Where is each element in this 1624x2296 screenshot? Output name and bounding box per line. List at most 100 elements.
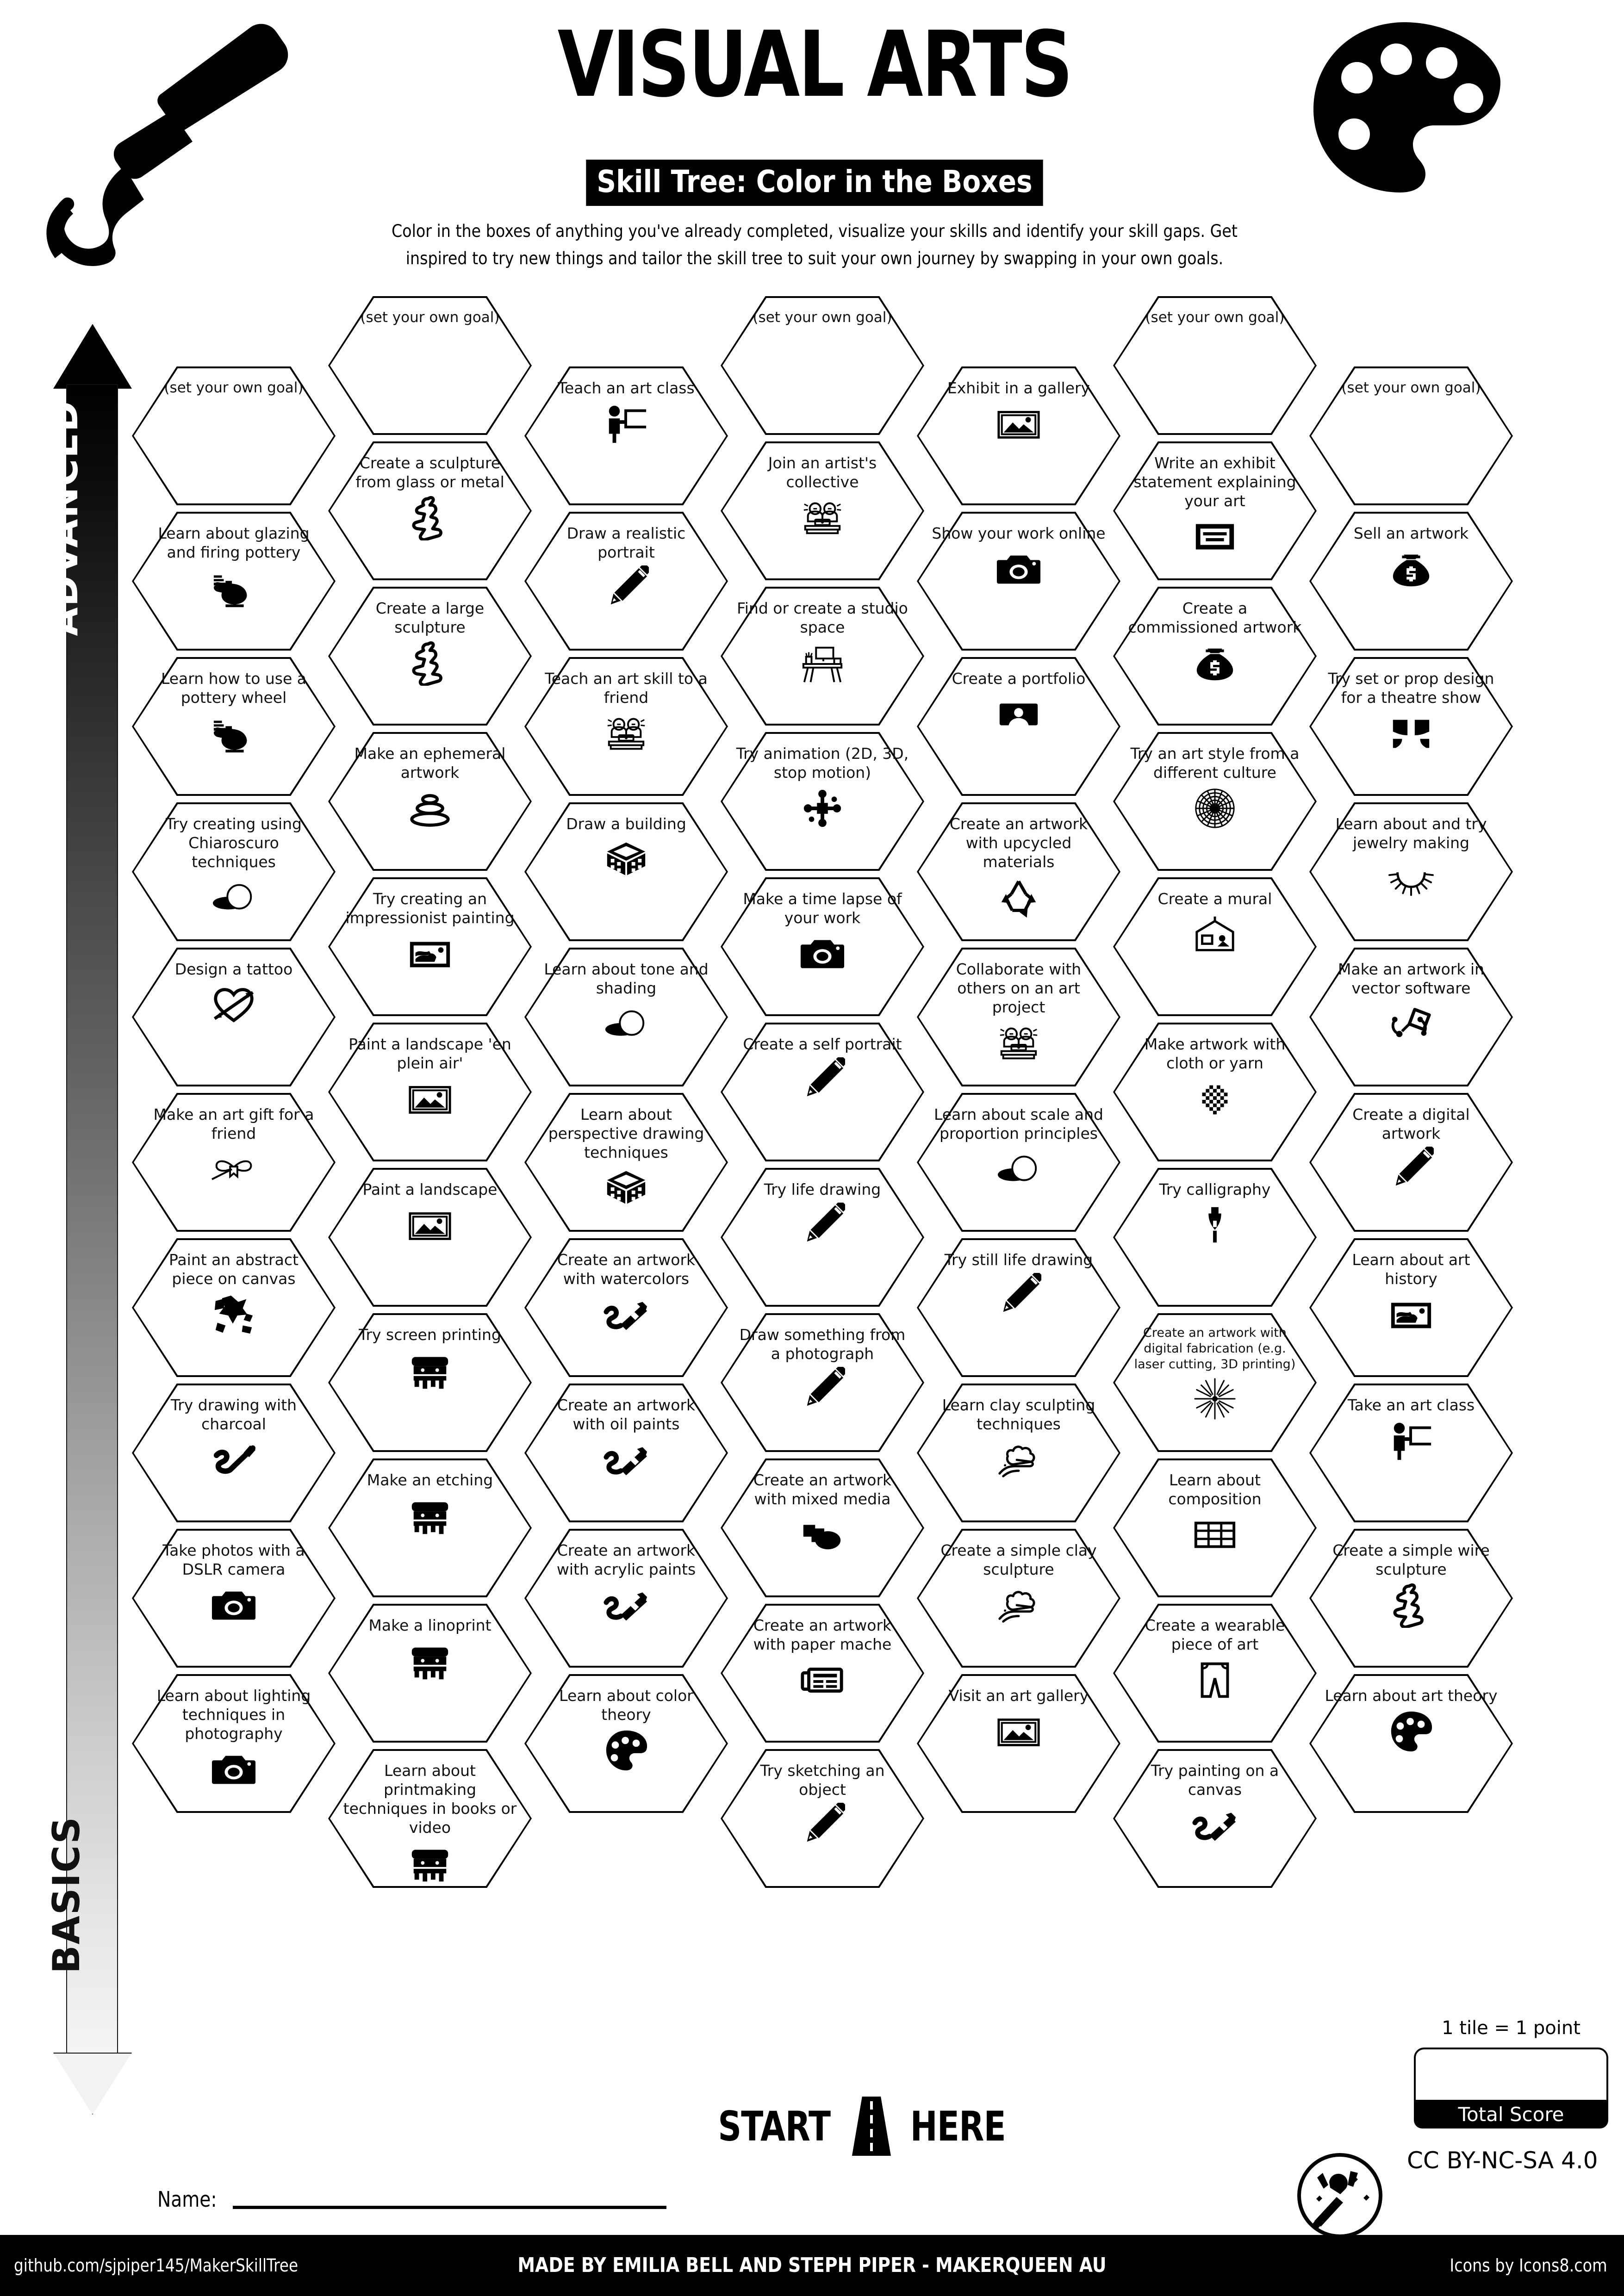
clay-hand-icon (996, 1582, 1041, 1628)
skill-tile[interactable]: Try painting on a canvas (1113, 1749, 1317, 1888)
skill-tile[interactable]: Draw a building (524, 802, 728, 941)
skill-tile[interactable]: Join an artist's collective (721, 441, 924, 580)
skill-tile[interactable]: Teach an art skill to a friend (524, 657, 728, 796)
tile-label: Create an artwork with paper mache (753, 1616, 892, 1653)
skill-tile[interactable]: Paint a landscape (328, 1168, 532, 1307)
skill-tile[interactable]: Take photos with a DSLR camera (132, 1529, 336, 1668)
skill-tile[interactable]: Learn about art theory (1309, 1674, 1513, 1813)
landscape-frame-icon (407, 1076, 453, 1122)
tattoo-heart-icon (211, 982, 256, 1028)
skill-tile[interactable]: Create a digital artwork (1309, 1093, 1513, 1232)
skill-tile[interactable]: Create a self portrait (721, 1023, 924, 1161)
skill-tile[interactable]: Make artwork with cloth or yarn (1113, 1023, 1317, 1161)
tile-body: Find or create a studio space (721, 587, 924, 726)
skill-tile[interactable]: Create an artwork with acrylic paints (524, 1529, 728, 1668)
skill-tile[interactable]: (set your own goal) (132, 366, 336, 505)
tile-body: Learn about perspective drawing techniqu… (524, 1093, 728, 1232)
skill-tile[interactable]: Create a mural (1113, 877, 1317, 1016)
tile-label: Learn about and try jewelry making (1335, 815, 1487, 852)
skill-tile[interactable]: Show your work online (917, 512, 1120, 651)
skill-tile[interactable]: Make an art gift for a friend (132, 1093, 336, 1232)
skill-tile[interactable]: Paint an abstract piece on canvas (132, 1238, 336, 1377)
skill-tile[interactable]: Make an ephemeral artwork (328, 732, 532, 871)
mural-wall-icon (1192, 912, 1238, 957)
skill-tile[interactable]: Try drawing with charcoal (132, 1384, 336, 1522)
skill-tile[interactable]: Draw something from a photograph (721, 1313, 924, 1452)
skill-tile[interactable]: Create a simple wire sculpture (1309, 1529, 1513, 1668)
hexagon-fill (722, 1606, 922, 1741)
skill-tile[interactable]: Learn about art history (1309, 1238, 1513, 1377)
skill-tile[interactable]: Write an exhibit statement explaining yo… (1113, 441, 1317, 580)
skill-tile[interactable]: Make a linoprint (328, 1604, 532, 1743)
tile-body: Create a self portrait (721, 1023, 924, 1161)
skill-tile[interactable]: Try animation (2D, 3D, stop motion) (721, 732, 924, 871)
skill-tile[interactable]: Try set or prop design for a theatre sho… (1309, 657, 1513, 796)
skill-tile[interactable]: Learn about glazing and firing pottery (132, 512, 336, 651)
skill-tile[interactable]: Collaborate with others on an art projec… (917, 948, 1120, 1086)
skill-tile[interactable]: Learn about printmaking techniques in bo… (328, 1749, 532, 1888)
skill-tile[interactable]: Learn about perspective drawing techniqu… (524, 1093, 728, 1232)
skill-tile[interactable]: Take an art class (1309, 1384, 1513, 1522)
tile-body: Make a linoprint (328, 1604, 532, 1743)
skill-tile[interactable]: Make a time lapse of your work (721, 877, 924, 1016)
skill-tile[interactable]: Create an artwork with oil paints (524, 1384, 728, 1522)
skill-tile[interactable]: Create a sculpture from glass or metal (328, 441, 532, 580)
skill-tile[interactable]: Learn about composition (1113, 1458, 1317, 1597)
tile-goal-placeholder: (set your own goal) (360, 309, 500, 326)
skill-tile[interactable]: Learn about lighting techniques in photo… (132, 1674, 336, 1813)
skill-tile[interactable]: Find or create a studio space (721, 587, 924, 726)
skill-tile[interactable]: Exhibit in a gallery (917, 366, 1120, 505)
pencil-icon (800, 1367, 845, 1412)
skill-tile[interactable]: (set your own goal) (328, 296, 532, 435)
tile-body: Try painting on a canvas (1113, 1749, 1317, 1888)
skill-tile[interactable]: Try life drawing (721, 1168, 924, 1307)
name-input-line[interactable] (233, 2205, 666, 2209)
skill-tile[interactable]: Create an artwork with mixed media (721, 1458, 924, 1597)
skill-tile[interactable]: (set your own goal) (1309, 366, 1513, 505)
subtitle-wrap: Skill Tree: Color in the Boxes (407, 160, 1222, 206)
skill-tile[interactable]: Visit an art gallery (917, 1674, 1120, 1813)
skill-tile[interactable]: Try still life drawing (917, 1238, 1120, 1377)
tile-body: Try creating an impressionist painting (328, 877, 532, 1016)
skill-tile[interactable]: Sell an artwork (1309, 512, 1513, 651)
tile-label: Show your work online (932, 524, 1106, 542)
skill-tile[interactable]: Try calligraphy (1113, 1168, 1317, 1307)
skill-tile[interactable]: Try creating using Chiaroscuro technique… (132, 802, 336, 941)
hexagon-fill (919, 1385, 1119, 1520)
skill-tile[interactable]: Create a portfolio (917, 657, 1120, 796)
skill-tile[interactable]: Learn how to use a pottery wheel (132, 657, 336, 796)
skill-tile[interactable]: Create a commissioned artwork (1113, 587, 1317, 726)
footer-icons-credit[interactable]: Icons by Icons8.com (1450, 2255, 1607, 2276)
skill-tile[interactable]: Draw a realistic portrait (524, 512, 728, 651)
paintbrush-stroke-icon (1192, 1803, 1238, 1848)
skill-tile[interactable]: Try sketching an object (721, 1749, 924, 1888)
skill-tile[interactable]: Learn about color theory (524, 1674, 728, 1813)
skill-tile[interactable]: Create an artwork with upcycled material… (917, 802, 1120, 941)
skill-tile[interactable]: Teach an art class (524, 366, 728, 505)
skill-tile[interactable]: Create an artwork with watercolors (524, 1238, 728, 1377)
tile-body: Sell an artwork (1309, 512, 1513, 651)
skill-tile[interactable]: Make an etching (328, 1458, 532, 1597)
skill-tile[interactable]: Try screen printing (328, 1313, 532, 1452)
skill-tile[interactable]: Design a tattoo (132, 948, 336, 1086)
skill-tile[interactable]: (set your own goal) (1113, 296, 1317, 435)
tile-body: Learn about art history (1309, 1238, 1513, 1377)
skill-tile[interactable]: Create a simple clay sculpture (917, 1529, 1120, 1668)
skill-tile[interactable]: Paint a landscape 'en plein air' (328, 1023, 532, 1161)
cc-license-label: CC BY-NC-SA 4.0 (1407, 2147, 1598, 2174)
footer-repo-link[interactable]: github.com/sjpiper145/MakerSkillTree (14, 2255, 299, 2276)
skill-tile[interactable]: Learn about scale and proportion princip… (917, 1093, 1120, 1232)
skill-tile[interactable]: Create an artwork with paper mache (721, 1604, 924, 1743)
skill-tile[interactable]: Create a large sculpture (328, 587, 532, 726)
skill-tile[interactable]: Create an artwork with digital fabricati… (1113, 1313, 1317, 1452)
skill-tile[interactable]: Learn clay sculpting techniques (917, 1384, 1120, 1522)
skill-tile[interactable]: (set your own goal) (721, 296, 924, 435)
skill-tile[interactable]: Learn about tone and shading (524, 948, 728, 1086)
skill-tile[interactable]: Create a wearable piece of art (1113, 1604, 1317, 1743)
skill-tile[interactable]: Learn about and try jewelry making (1309, 802, 1513, 941)
skill-tile[interactable]: Make an artwork in vector software (1309, 948, 1513, 1086)
skill-tile[interactable]: Try creating an impressionist painting (328, 877, 532, 1016)
laser-icon (1192, 1376, 1238, 1421)
total-score-box[interactable]: Total Score (1414, 2048, 1608, 2128)
skill-tile[interactable]: Try an art style from a different cultur… (1113, 732, 1317, 871)
